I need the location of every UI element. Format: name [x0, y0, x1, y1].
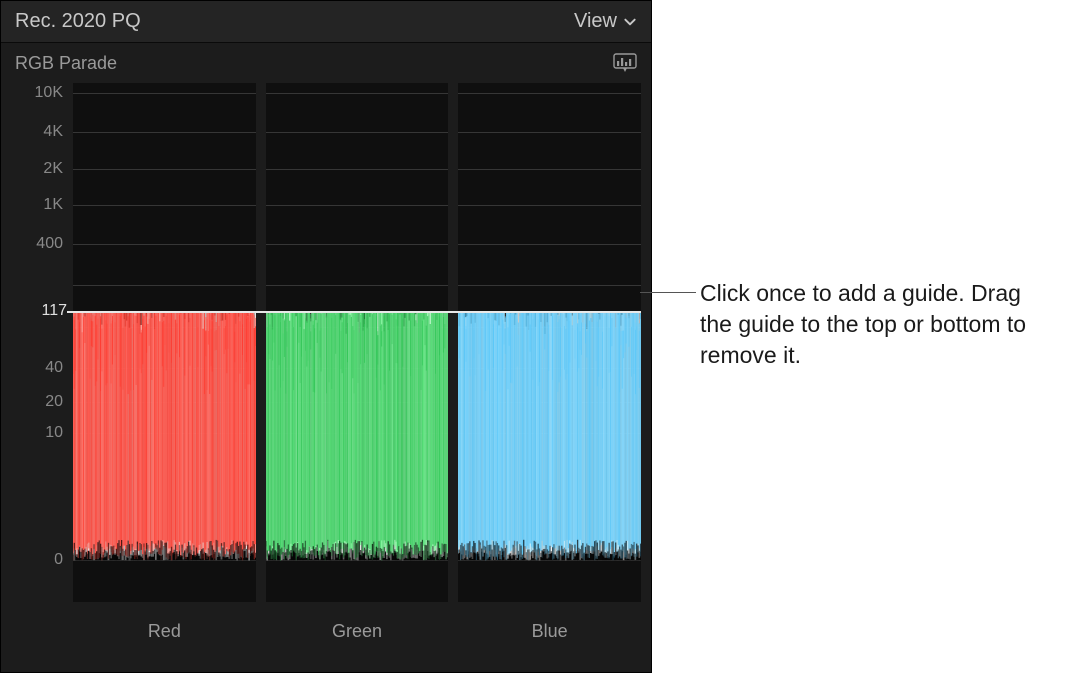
waveform-blue — [458, 83, 641, 602]
y-axis: 10K 4K 2K 1K 400 40 20 10 0 — [11, 83, 67, 602]
header-bar: Rec. 2020 PQ View — [1, 1, 651, 43]
scope-settings-icon[interactable] — [613, 53, 637, 73]
channel-blue — [458, 83, 641, 602]
y-tick-label: 1K — [43, 196, 63, 214]
channel-green — [266, 83, 449, 602]
guide-value-label: 117 — [11, 302, 67, 320]
scope-panel: Rec. 2020 PQ View RGB Parade 10K 4K 2K 1K 40… — [0, 0, 652, 673]
y-tick-label: 20 — [45, 393, 63, 411]
subheader: RGB Parade — [1, 43, 651, 83]
y-tick-label: 0 — [54, 551, 63, 569]
chart-area[interactable]: 10K 4K 2K 1K 400 40 20 10 0 117 Red Green Blue — [1, 83, 651, 672]
y-tick-label: 10 — [45, 424, 63, 442]
y-tick-label: 400 — [36, 235, 63, 253]
chart-inner: 10K 4K 2K 1K 400 40 20 10 0 117 Red Green Blue — [11, 83, 641, 662]
y-tick-label: 4K — [43, 123, 63, 141]
annotation-callout-line — [640, 292, 696, 293]
waveform-red — [73, 83, 256, 602]
y-tick-label: 40 — [45, 359, 63, 377]
channel-red — [73, 83, 256, 602]
annotation-text: Click once to add a guide. Drag the guid… — [700, 278, 1050, 371]
y-tick-label: 10K — [35, 84, 63, 102]
view-menu[interactable]: View — [574, 10, 637, 33]
channel-label-green: Green — [266, 621, 449, 642]
waveform-green — [266, 83, 449, 602]
scope-type-label: RGB Parade — [15, 53, 117, 74]
y-tick-label: 2K — [43, 160, 63, 178]
x-axis-labels: Red Green Blue — [73, 621, 641, 642]
guide-line[interactable] — [67, 311, 641, 313]
chevron-down-icon — [623, 15, 637, 29]
channel-label-blue: Blue — [458, 621, 641, 642]
colorspace-label: Rec. 2020 PQ — [15, 10, 141, 33]
channel-label-red: Red — [73, 621, 256, 642]
channels-container — [73, 83, 641, 602]
view-menu-label: View — [574, 10, 617, 33]
